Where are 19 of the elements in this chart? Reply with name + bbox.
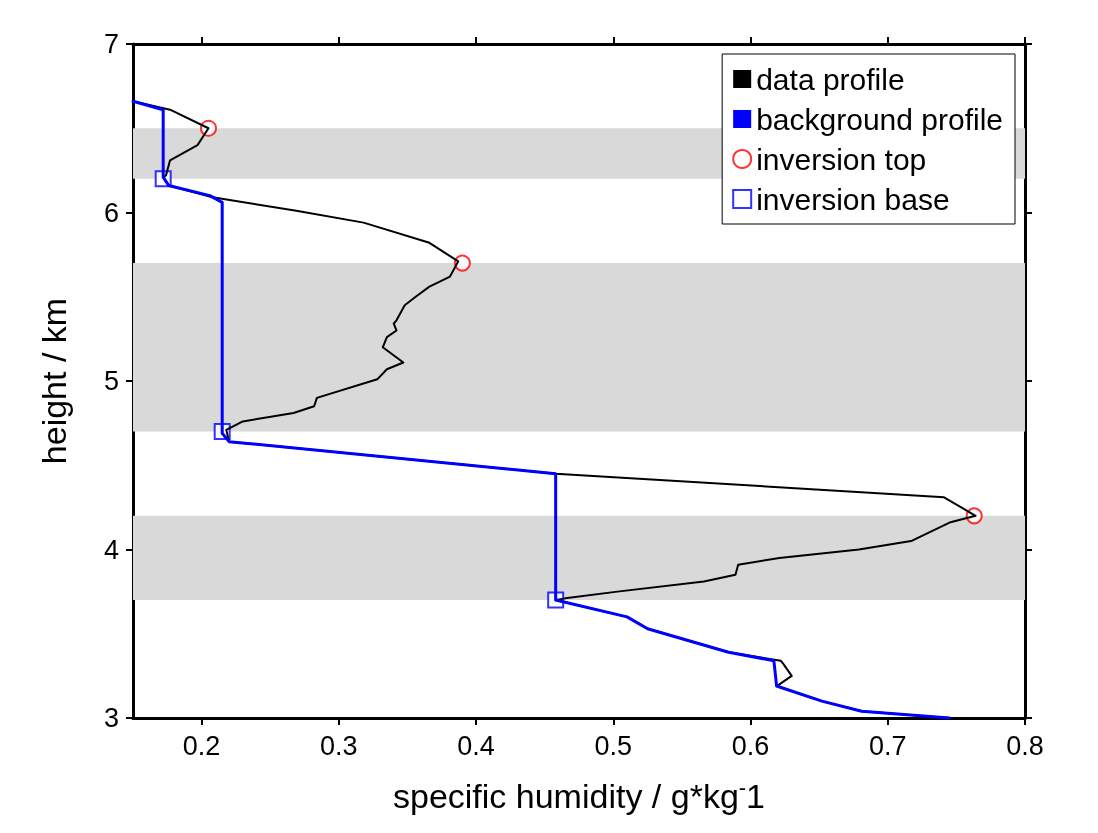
point xyxy=(453,254,471,272)
y-axis-title: height / km xyxy=(35,297,73,465)
y-tick-label: 7 xyxy=(103,29,119,59)
legend-label: background profile xyxy=(756,102,1003,136)
x-tick-label: 0.8 xyxy=(1006,730,1044,761)
x-tick-label: 0.3 xyxy=(320,730,358,761)
y-tick-label: 4 xyxy=(103,534,119,565)
x-tick-label: 0.2 xyxy=(182,730,221,761)
legend-label: data profile xyxy=(756,62,905,96)
x-axis-title: specific humidity / g*kg-1 xyxy=(392,774,766,815)
x-tick-label: 0.5 xyxy=(594,730,633,761)
x-tick-label: 0.4 xyxy=(457,730,495,761)
x-tick-label: 0.6 xyxy=(731,730,770,761)
legend-label: inversion base xyxy=(756,182,950,216)
y-tick-label: 3 xyxy=(103,703,119,733)
y-tick-label: 5 xyxy=(103,366,119,396)
y-tick-label: 6 xyxy=(103,197,119,228)
x-tick-label: 0.7 xyxy=(869,730,907,761)
legend-label: inversion top xyxy=(756,142,927,176)
